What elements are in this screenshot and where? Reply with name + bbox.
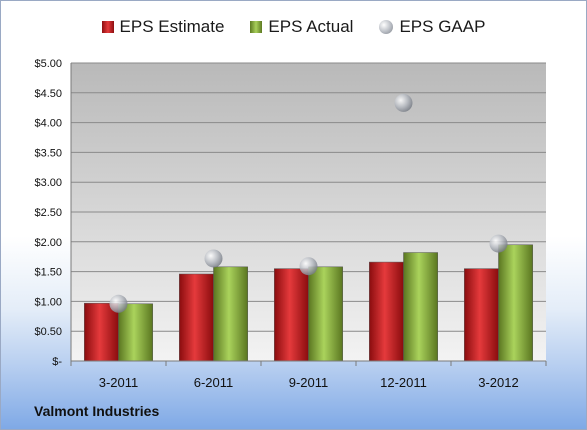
legend-swatch-eps-estimate <box>101 21 114 33</box>
eps-gaap-marker <box>394 93 413 112</box>
y-tick-label: $4.00 <box>34 118 62 130</box>
eps-actual-bar <box>213 266 248 362</box>
eps-gaap-marker <box>489 234 508 253</box>
y-tick-label: $3.50 <box>34 147 62 159</box>
legend-item-eps-estimate: EPS Estimate <box>101 17 225 37</box>
y-tick-label: $4.50 <box>34 88 62 100</box>
legend-label-eps-estimate: EPS Estimate <box>119 17 225 36</box>
eps-gaap-marker <box>299 257 318 276</box>
company-name: Valmont Industries <box>34 403 160 419</box>
eps-gaap-marker <box>204 249 223 268</box>
y-tick-label: $2.50 <box>34 207 62 219</box>
legend-swatch-eps-actual <box>250 21 263 33</box>
eps-gaap-marker <box>109 294 128 313</box>
x-tick-label: 6-2011 <box>194 375 234 390</box>
eps-estimate-bar <box>369 261 404 362</box>
y-tick-label: $- <box>52 356 62 368</box>
legend-item-eps-gaap: EPS GAAP <box>379 17 485 37</box>
eps-actual-bar <box>118 303 153 362</box>
eps-actual-bar <box>403 252 438 362</box>
eps-estimate-bar <box>274 268 309 362</box>
y-tick-label: $1.50 <box>34 267 62 279</box>
chart-legend: EPS Estimate EPS Actual EPS GAAP <box>1 17 586 37</box>
y-tick-label: $2.00 <box>34 237 62 249</box>
eps-actual-bar <box>498 244 533 362</box>
eps-estimate-bar <box>464 268 499 362</box>
x-tick-label: 9-2011 <box>289 375 329 390</box>
y-tick-label: $1.00 <box>34 296 62 308</box>
x-tick-label: 12-2011 <box>380 375 427 390</box>
legend-swatch-eps-gaap <box>379 20 394 34</box>
x-tick-label: 3-2012 <box>478 375 518 390</box>
x-tick-label: 3-2011 <box>99 375 139 390</box>
y-tick-label: $3.00 <box>34 177 62 189</box>
eps-estimate-bar <box>84 302 119 362</box>
y-tick-label: $0.50 <box>34 326 62 338</box>
eps-estimate-bar <box>179 273 214 362</box>
eps-actual-bar <box>308 266 343 362</box>
y-tick-label: $5.00 <box>34 58 62 70</box>
legend-item-eps-actual: EPS Actual <box>250 17 353 37</box>
legend-label-eps-gaap: EPS GAAP <box>399 17 486 36</box>
legend-label-eps-actual: EPS Actual <box>268 17 354 36</box>
